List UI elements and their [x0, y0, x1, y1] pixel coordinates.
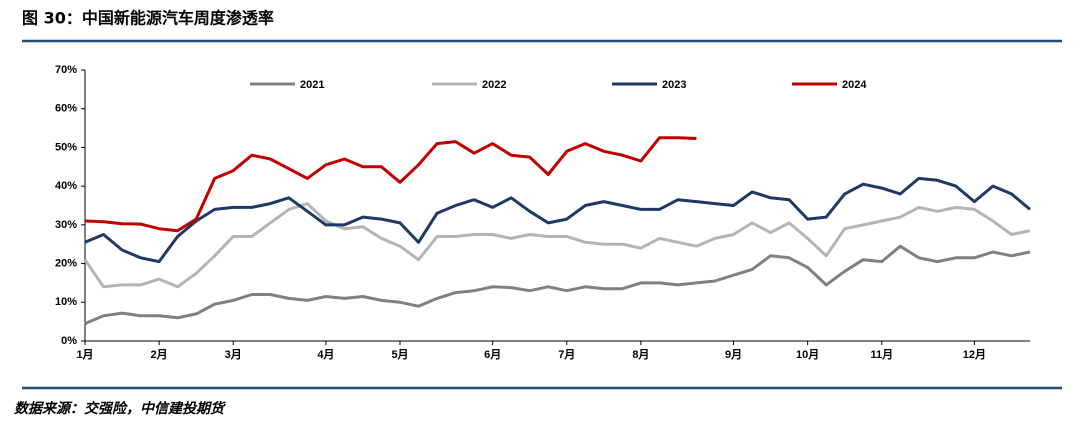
- y-tick-label: 20%: [55, 257, 77, 269]
- series-line: [84, 176, 1031, 264]
- y-tick-label: 50%: [55, 141, 77, 153]
- series-line: [83, 202, 1031, 289]
- series-line: [84, 136, 697, 233]
- legend-label: 2022: [482, 79, 506, 91]
- x-tick-label: 8月: [632, 348, 649, 361]
- source-note: 数据来源：交强险，中信建投期货: [14, 400, 226, 417]
- legend-label: 2023: [662, 79, 686, 91]
- y-tick-label: 0%: [61, 335, 77, 347]
- x-tick-label: 1月: [76, 348, 93, 361]
- x-tick-label: 7月: [558, 348, 575, 361]
- legend-label: 2021: [300, 79, 324, 91]
- x-tick-label: 2月: [151, 348, 168, 361]
- legend-label: 2024: [842, 79, 867, 91]
- y-tick-label: 10%: [55, 296, 77, 308]
- x-tick-label: 10月: [796, 348, 819, 361]
- chart-title: 图 30：中国新能源汽车周度渗透率: [22, 9, 274, 28]
- x-tick-label: 4月: [317, 348, 334, 361]
- y-tick-label: 70%: [55, 64, 77, 76]
- x-tick-label: 11月: [870, 348, 893, 361]
- y-tick-label: 60%: [55, 103, 77, 115]
- y-tick-label: 30%: [55, 219, 77, 231]
- x-tick-label: 3月: [225, 348, 242, 361]
- x-tick-label: 9月: [725, 348, 742, 361]
- series-line: [84, 244, 1031, 325]
- y-tick-label: 40%: [55, 180, 77, 192]
- x-tick-label: 12月: [963, 348, 986, 361]
- x-tick-label: 5月: [391, 348, 408, 361]
- x-tick-label: 6月: [484, 348, 501, 361]
